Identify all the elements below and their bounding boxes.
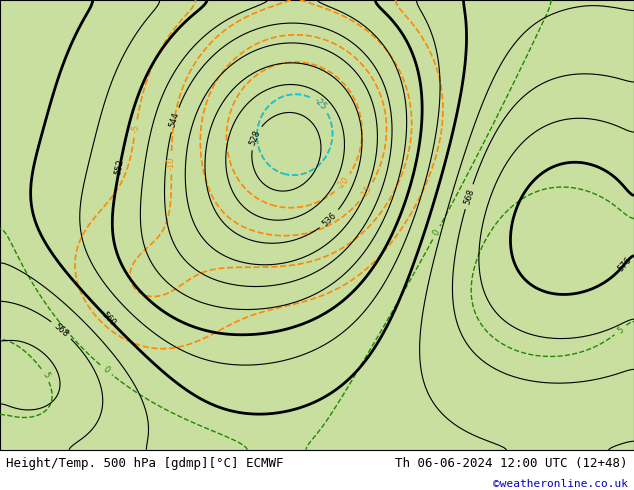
Text: 552: 552 xyxy=(113,159,126,176)
Text: Th 06-06-2024 12:00 UTC (12+48): Th 06-06-2024 12:00 UTC (12+48) xyxy=(395,457,628,470)
Text: -5: -5 xyxy=(131,123,141,133)
Text: -25: -25 xyxy=(312,97,328,112)
Text: -25: -25 xyxy=(312,97,328,112)
Text: -10: -10 xyxy=(167,156,176,170)
Text: 568: 568 xyxy=(53,321,70,339)
Text: 536: 536 xyxy=(321,211,339,228)
Text: -15: -15 xyxy=(359,184,374,200)
Text: Height/Temp. 500 hPa [gdmp][°C] ECMWF: Height/Temp. 500 hPa [gdmp][°C] ECMWF xyxy=(6,457,284,470)
Text: 0: 0 xyxy=(101,365,111,375)
Text: 576: 576 xyxy=(616,255,633,273)
Text: 5: 5 xyxy=(616,325,625,335)
Text: 568: 568 xyxy=(462,188,476,206)
Text: 560: 560 xyxy=(100,310,117,327)
Text: -20: -20 xyxy=(335,175,351,191)
Text: 0: 0 xyxy=(431,228,441,237)
Text: 528: 528 xyxy=(248,129,262,147)
Text: 5: 5 xyxy=(40,370,51,380)
Text: 544: 544 xyxy=(168,111,181,129)
Text: ©weatheronline.co.uk: ©weatheronline.co.uk xyxy=(493,479,628,489)
